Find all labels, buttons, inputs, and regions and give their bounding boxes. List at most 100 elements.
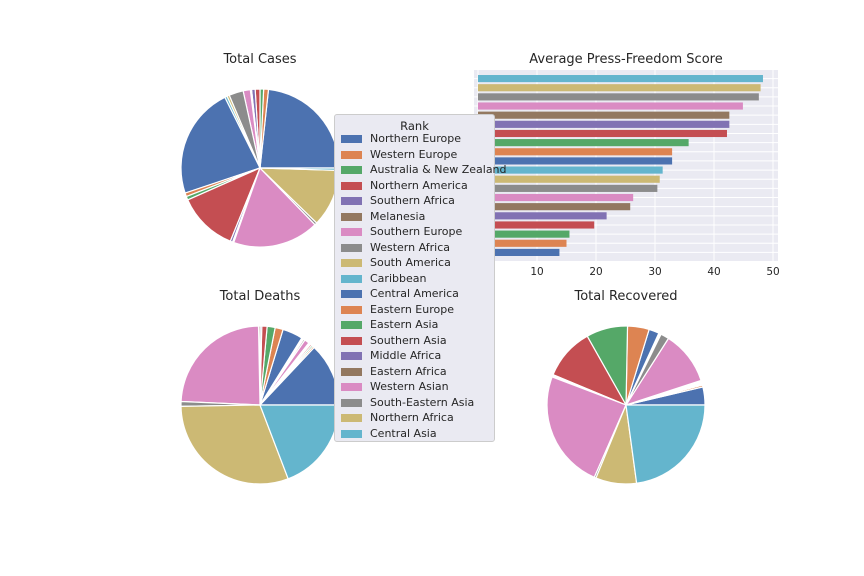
legend-item-southern-asia: Southern Asia [341,333,447,348]
legend-label: Australia & New Zealand [370,163,507,176]
legend-label: Southern Africa [370,194,455,207]
bar-central-america [478,157,673,165]
cases-pie-slice-southern-asia [186,166,262,243]
legend-item-western-africa: Western Africa [341,240,450,255]
legend-label: Eastern Asia [370,318,439,331]
legend-item-eastern-africa: Eastern Africa [341,364,447,379]
legend-swatch [341,305,362,314]
bar-central-asia [478,75,763,83]
legend-swatch [341,228,362,236]
cases-pie-slice-northern-europe [259,88,340,169]
legend-swatch [341,398,362,407]
legend-item-eastern-asia: Eastern Asia [341,317,438,332]
legend-swatch [341,336,362,345]
legend-label: Northern Africa [370,411,454,424]
legend-swatch [341,197,362,205]
legend-label: Western Europe [370,147,458,161]
legend-item-southern-africa: Southern Africa [341,193,455,208]
legend-label: South-Eastern Asia [370,395,475,409]
legend-swatch [341,135,362,143]
bar-x-ticks: 01020304050 [475,266,780,278]
legend-label: Caribbean [370,271,427,285]
legend-swatch [341,259,362,267]
legend-title: Rank [400,119,429,133]
legend-swatch [341,321,362,329]
legend-label: Central Asia [370,426,437,440]
legend-swatch [341,383,362,391]
press-freedom-chart-title: Average Press-Freedom Score [529,52,722,67]
deaths-pie [180,325,340,485]
bar-northern-america [478,221,595,229]
bar-southern-europe [478,193,634,202]
bar-western-asian [478,102,743,110]
bar-western-africa [478,184,658,192]
recovered-pie-slice-western-asian [546,376,627,479]
deaths-pie-slice-western-asian [180,325,261,406]
legend-item-northern-africa: Northern Africa [341,410,454,425]
legend-item-south-america: South America [341,255,451,270]
legend-swatch [341,274,362,283]
legend-item-central-america: Central America [341,286,459,301]
legend-label: Middle Africa [370,349,442,362]
bar-middle-africa [478,120,730,128]
legend-swatch [341,352,362,360]
bar-x-tick-label: 30 [648,266,661,278]
cases-pie [180,88,340,248]
recovered-pie-slice-central-asia [625,404,706,484]
legend-swatch [341,181,362,190]
deaths-pie-title: Total Deaths [219,289,301,304]
bar-caribbean [478,166,663,174]
press-freedom-bars [478,75,763,256]
bar-eastern-europe [478,148,673,156]
bar-south-eastern-asia [478,93,759,101]
legend-item-melanesia: Melanesia [341,209,425,224]
legend-label: Western Africa [370,240,450,254]
recovered-pie [546,325,706,485]
legend-item-northern-europe: Northern Europe [341,131,461,146]
bar-eastern-asia [478,139,689,147]
legend-swatch [341,166,362,174]
legend-swatch [341,243,362,252]
bar-x-tick-label: 20 [589,266,602,278]
legend-item-western-europe: Western Europe [341,147,457,162]
legend-item-middle-africa: Middle Africa [341,348,441,363]
bar-plot-area [474,70,778,261]
recovered-pie-title: Total Recovered [573,289,677,304]
bar-southern-asia [478,129,727,138]
legend-swatch [341,414,362,422]
legend-swatch [341,367,362,376]
legend-label: Northern Europe [370,132,462,145]
legend-swatch [341,290,362,298]
bar-northern-europe [478,248,560,256]
bar-western-europe [478,239,567,247]
legend: Rank Northern Europe Western Europe Austra… [334,114,507,442]
cases-pie-slice-western-asian [232,166,316,248]
legend-item-central-asia: Central Asia [341,426,437,441]
cases-pie-title: Total Cases [222,52,296,67]
legend-item-northern-america: Northern America [341,178,468,193]
legend-item-eastern-europe: Eastern Europe [341,302,454,317]
bar-northern-africa [478,84,761,92]
legend-label: Northern America [370,178,468,192]
legend-swatch [341,212,362,221]
legend-item-southern-europe: Southern Europe [341,224,462,239]
legend-label: Eastern Europe [370,302,454,316]
legend-label: Western Asian [370,380,449,393]
legend-label: Southern Europe [370,225,463,238]
legend-label: Melanesia [370,209,426,223]
legend-label: South America [370,256,451,269]
bar-eastern-africa [478,111,730,119]
legend-item-caribbean: Caribbean [341,271,426,286]
cases-pie-slice-central-america [180,96,261,194]
legend-label: Southern Asia [370,333,447,347]
legend-swatch [341,150,362,159]
bar-melanesia [478,203,631,211]
bar-southern-africa [478,212,607,220]
bar-x-tick-label: 10 [530,266,543,278]
legend-label: Eastern Africa [370,364,447,378]
bar-x-tick-label: 50 [766,266,779,278]
legend-swatch [341,429,362,438]
bar-australia-and-new-zealand [478,230,570,238]
bar-south-america [478,175,660,183]
